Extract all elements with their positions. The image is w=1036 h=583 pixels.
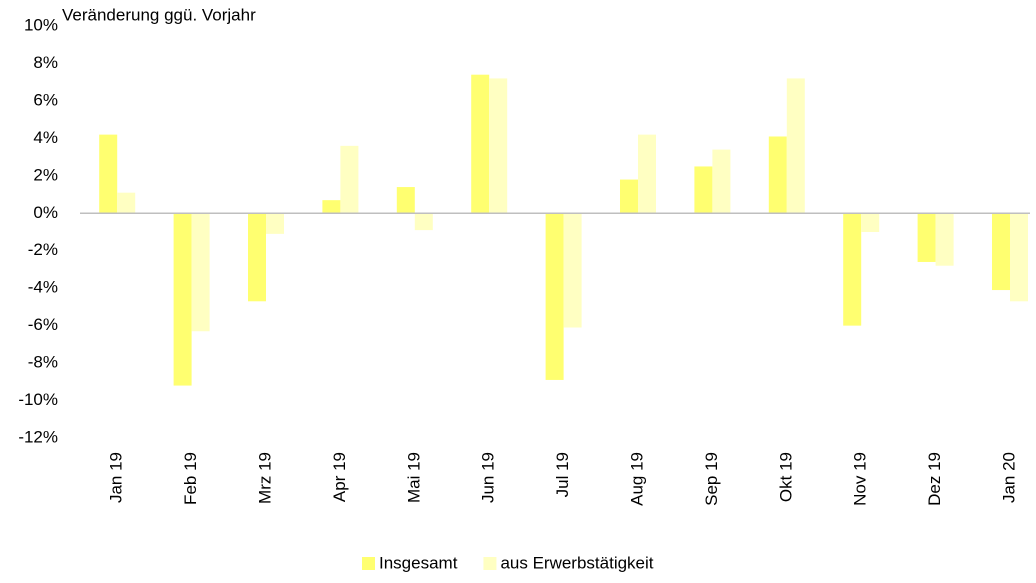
bar <box>843 213 862 326</box>
y-tick-label: -10% <box>18 390 58 409</box>
bar <box>563 213 582 328</box>
y-tick-label: 0% <box>33 203 58 222</box>
bar <box>620 179 638 214</box>
x-tick-label: Apr 19 <box>330 452 349 502</box>
y-tick-label: 4% <box>33 128 58 147</box>
bar <box>1010 213 1028 302</box>
bar <box>266 213 284 234</box>
y-tick-label: -6% <box>28 315 58 334</box>
y-tick-label: -8% <box>28 353 58 372</box>
y-tick-label: -12% <box>18 427 58 446</box>
x-tick-label: Dez 19 <box>925 452 944 506</box>
bar <box>712 149 731 214</box>
y-tick-label: -2% <box>28 240 58 259</box>
x-tick-label: Nov 19 <box>851 452 870 506</box>
x-tick-label: Sep 19 <box>702 452 721 506</box>
x-tick-label: Aug 19 <box>627 452 646 506</box>
legend-swatch <box>483 557 497 570</box>
bar <box>545 213 564 380</box>
bar <box>322 200 341 214</box>
y-tick-label: 10% <box>24 15 58 34</box>
y-tick-label: -4% <box>28 278 58 297</box>
y-tick-label: 8% <box>33 53 58 72</box>
bar <box>414 213 433 231</box>
bar <box>117 192 136 214</box>
bar <box>99 134 118 214</box>
y-tick-label: 6% <box>33 90 58 109</box>
y-tick-label: 2% <box>33 165 58 184</box>
bar <box>917 213 936 262</box>
bar <box>694 166 713 214</box>
chart-title: Veränderung ggü. Vorjahr <box>62 5 256 24</box>
legend-label: aus Erwerbstätigkeit <box>500 553 653 572</box>
x-tick-label: Jan 20 <box>999 452 1018 503</box>
bar <box>340 145 359 214</box>
bar <box>191 213 210 332</box>
x-tick-label: Jan 19 <box>107 452 126 503</box>
bar <box>861 213 880 232</box>
x-tick-label: Mai 19 <box>404 452 423 503</box>
x-tick-label: Feb 19 <box>181 452 200 505</box>
legend-label: Insgesamt <box>379 553 458 572</box>
bar <box>471 74 490 214</box>
legend-swatch <box>362 557 375 570</box>
bar <box>248 213 266 302</box>
bar <box>935 213 954 266</box>
x-tick-label: Jul 19 <box>553 452 572 497</box>
bar <box>396 187 415 214</box>
bar <box>786 78 805 214</box>
bar <box>992 213 1010 291</box>
x-tick-label: Jun 19 <box>479 452 498 503</box>
x-tick-label: Mrz 19 <box>255 452 274 504</box>
bar <box>489 78 508 214</box>
bar <box>638 134 656 214</box>
bar <box>173 213 192 386</box>
x-tick-label: Okt 19 <box>776 452 795 502</box>
bar <box>768 136 787 214</box>
